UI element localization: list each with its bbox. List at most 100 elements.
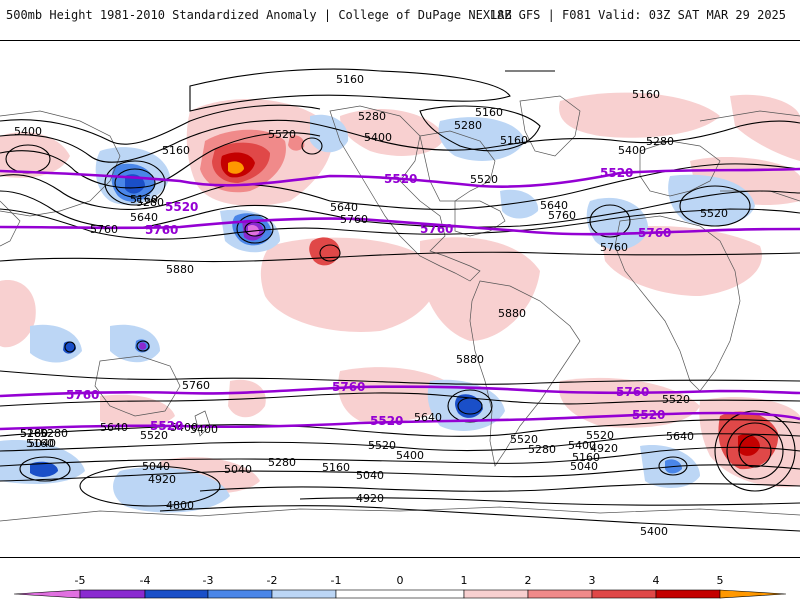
highlight-label: 5760 bbox=[420, 222, 453, 236]
contour-label: 5640 bbox=[130, 211, 158, 224]
scale-swatch-pos2 bbox=[527, 589, 593, 599]
contour-label: 4800 bbox=[166, 499, 194, 512]
highlight-label: 5760 bbox=[66, 388, 99, 402]
highlight-label: 5520 bbox=[600, 166, 633, 180]
contour-label: 5520 bbox=[586, 429, 614, 442]
contour-label: 4920 bbox=[148, 473, 176, 486]
contour-label: 5880 bbox=[498, 307, 526, 320]
contour-label: 5280 bbox=[268, 456, 296, 469]
contour-label: 5280 bbox=[528, 443, 556, 456]
anomaly-map[interactable]: 5160 5160 5400 5160 5280 5520 5280 5400 … bbox=[0, 40, 800, 558]
scale-tick: -4 bbox=[140, 574, 151, 587]
highlight-label: 5760 bbox=[145, 223, 178, 237]
contour-label: 5520 bbox=[268, 128, 296, 141]
contour-label: 5160 bbox=[20, 427, 48, 440]
contour-label: 4920 bbox=[590, 442, 618, 455]
highlight-label: 5520 bbox=[370, 414, 403, 428]
contour-label: 5280 bbox=[646, 135, 674, 148]
contour-label: 5160 bbox=[336, 73, 364, 86]
contour-label: 5520 bbox=[368, 439, 396, 452]
scale-swatch-zero bbox=[335, 589, 465, 599]
contour-label: 5160 bbox=[475, 106, 503, 119]
contour-label: 5040 bbox=[142, 460, 170, 473]
contour-label: 5160 bbox=[500, 134, 528, 147]
contour-label: 5520 bbox=[700, 207, 728, 220]
scale-tick: -3 bbox=[203, 574, 214, 587]
scale-swatch-pos3 bbox=[591, 589, 657, 599]
scale-swatch-neg3 bbox=[144, 589, 209, 599]
scale-tick: -1 bbox=[331, 574, 342, 587]
scale-tick: 3 bbox=[589, 574, 596, 587]
scale-swatch-pos1 bbox=[463, 589, 529, 599]
scale-swatch-neg1 bbox=[271, 589, 337, 599]
contour-label: 5400 bbox=[618, 144, 646, 157]
contour-label: 5040 bbox=[224, 463, 252, 476]
contour-label: 5880 bbox=[166, 263, 194, 276]
contour-label: 5760 bbox=[182, 379, 210, 392]
map-canvas[interactable]: 5160 5160 5400 5160 5280 5520 5280 5400 … bbox=[0, 41, 800, 557]
contour-label: 5400 bbox=[170, 421, 198, 434]
contour-label: 5520 bbox=[510, 433, 538, 446]
scale-tick: 4 bbox=[653, 574, 660, 587]
highlight-label: 5760 bbox=[638, 226, 671, 240]
highlight-label: 5520 bbox=[632, 408, 665, 422]
contour-label: 5280 bbox=[454, 119, 482, 132]
contour-label: 5880 bbox=[456, 353, 484, 366]
contour-label: 5280 bbox=[20, 427, 48, 440]
contour-label: 5040 bbox=[28, 437, 56, 450]
contour-label: 5040 bbox=[570, 460, 598, 473]
contour-label: 5520 bbox=[470, 173, 498, 186]
scale-tick: -2 bbox=[267, 574, 278, 587]
contour-label: 5760 bbox=[548, 209, 576, 222]
height-contours bbox=[0, 68, 800, 532]
highlight-label: 5760 bbox=[332, 380, 365, 394]
scale-swatch-pos5 bbox=[719, 589, 787, 599]
scale-swatch-neg5 bbox=[13, 589, 81, 599]
contour-labels: 5160 5160 5400 5160 5280 5520 5280 5400 … bbox=[14, 73, 728, 538]
scale-swatch-pos4 bbox=[655, 589, 721, 599]
contour-label: 5640 bbox=[666, 430, 694, 443]
header: 500mb Height 1981-2010 Standardized Anom… bbox=[0, 0, 800, 32]
scale-tick: 2 bbox=[525, 574, 532, 587]
color-scale-legend: -5 -4 -3 -2 -1 0 1 2 3 4 5 bbox=[0, 570, 800, 600]
contour-label: 5280 bbox=[136, 196, 164, 209]
highlight-label: 5760 bbox=[616, 385, 649, 399]
contour-label: 5400 bbox=[190, 423, 218, 436]
contour-label: 5640 bbox=[330, 201, 358, 214]
contour-label: 5400 bbox=[568, 439, 596, 452]
color-scale-bar bbox=[13, 589, 787, 599]
contour-label: 5160 bbox=[322, 461, 350, 474]
color-scale-ticks: -5 -4 -3 -2 -1 0 1 2 3 4 5 bbox=[75, 574, 724, 587]
contour-label: 5640 bbox=[100, 421, 128, 434]
contour-label: 5400 bbox=[14, 125, 42, 138]
highlight-contours bbox=[0, 167, 800, 431]
model-run-info: 18Z GFS | F081 Valid: 03Z SAT MAR 29 202… bbox=[489, 8, 786, 22]
contour-label: 5160 bbox=[130, 193, 158, 206]
contour-label: 5280 bbox=[40, 427, 68, 440]
scale-tick: 0 bbox=[397, 574, 404, 587]
contour-label: 5640 bbox=[414, 411, 442, 424]
contour-label: 5280 bbox=[358, 110, 386, 123]
contour-label: 5160 bbox=[572, 451, 600, 464]
contour-label: 5040 bbox=[356, 469, 384, 482]
highlight-label: 5520 bbox=[150, 419, 183, 433]
contour-label: 5640 bbox=[540, 199, 568, 212]
contour-label: 5160 bbox=[632, 88, 660, 101]
contour-label: 5160 bbox=[26, 437, 54, 450]
scale-swatch-neg2 bbox=[207, 589, 273, 599]
highlight-label: 5520 bbox=[384, 172, 417, 186]
highlight-label: 5520 bbox=[165, 200, 198, 214]
contour-label: 5400 bbox=[396, 449, 424, 462]
contour-label: 5760 bbox=[600, 241, 628, 254]
contour-label: 5400 bbox=[640, 525, 668, 538]
highlight-labels: 5520 5520 5520 5760 5760 5760 5760 5760 … bbox=[66, 166, 671, 433]
scale-tick: -5 bbox=[75, 574, 86, 587]
scale-tick: 5 bbox=[717, 574, 724, 587]
coastlines bbox=[0, 95, 800, 522]
contour-label: 5520 bbox=[662, 393, 690, 406]
contour-label: 5160 bbox=[162, 144, 190, 157]
page-title: 500mb Height 1981-2010 Standardized Anom… bbox=[6, 8, 512, 22]
contour-label: 5760 bbox=[340, 213, 368, 226]
contour-label: 5520 bbox=[140, 429, 168, 442]
contour-label: 5760 bbox=[90, 223, 118, 236]
